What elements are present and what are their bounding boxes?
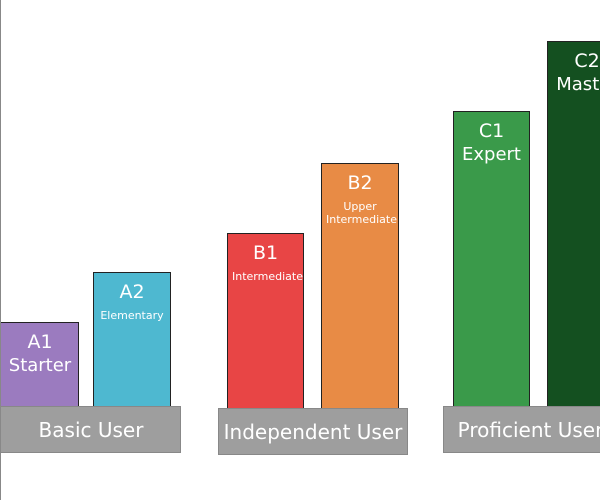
- level-code: B2: [347, 172, 373, 194]
- level-name: Starter: [8, 355, 72, 376]
- level-bar: B1 Intermediate: [227, 233, 304, 409]
- group-label: Proficient User: [443, 406, 600, 453]
- group-label: Independent User: [218, 408, 408, 455]
- level-bar: C1 Expert: [453, 111, 530, 409]
- group-label: Basic User: [1, 406, 181, 453]
- level-name: Elementary: [100, 309, 164, 322]
- level-name: Expert: [462, 144, 521, 165]
- level-code: B1: [252, 242, 279, 264]
- level-name: Intermediate: [232, 270, 303, 283]
- level-bar: B2 Upper Intermediate: [321, 163, 399, 409]
- level-code: C1: [478, 120, 505, 142]
- level-code: A1: [27, 331, 53, 353]
- level-bar: C2Master: [547, 41, 600, 409]
- level-bar: A1 Starter: [1, 322, 79, 409]
- level-code: C2: [574, 50, 600, 72]
- level-bar: A2 Elementary: [93, 272, 171, 409]
- level-name: Upper Intermediate: [326, 200, 397, 227]
- level-name: Master: [556, 74, 600, 95]
- level-code: A2: [119, 281, 145, 303]
